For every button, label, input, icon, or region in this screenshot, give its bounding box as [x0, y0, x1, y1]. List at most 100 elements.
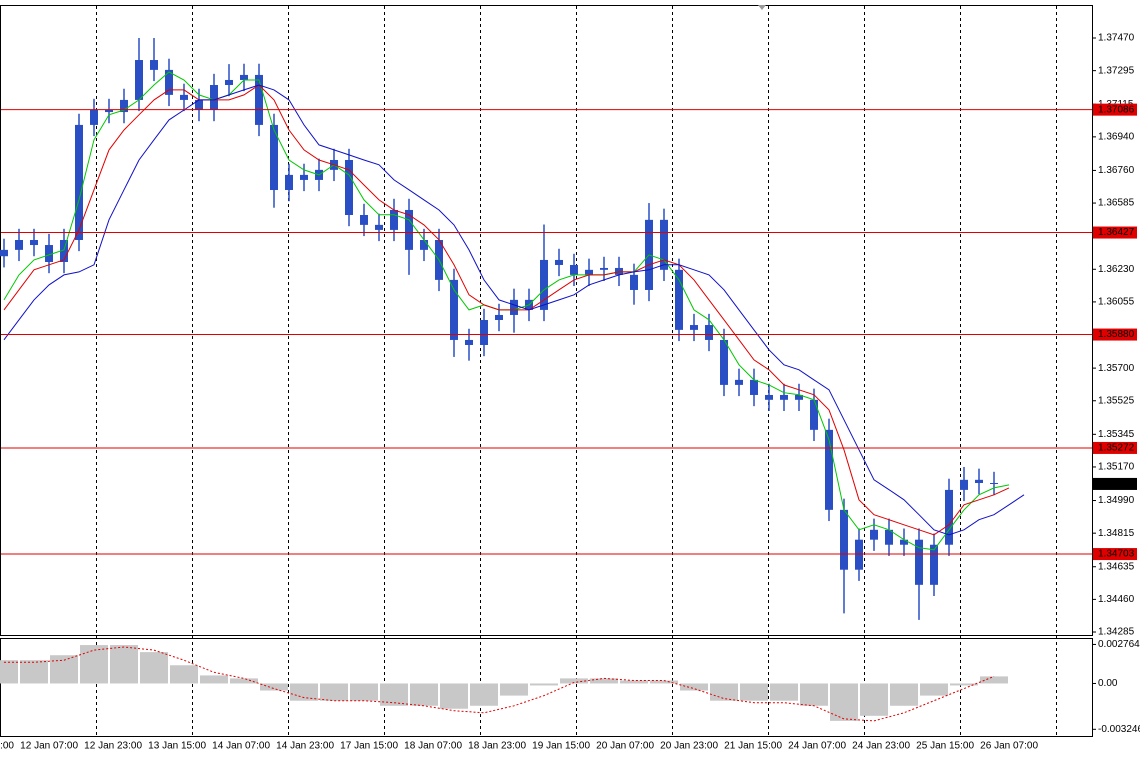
x-tick-label: 21 Jan 15:00	[724, 741, 782, 752]
candle-body	[825, 429, 833, 510]
candle-body	[855, 539, 863, 570]
candle-body	[810, 399, 818, 430]
x-tick-label: 26 Jan 07:00	[980, 741, 1038, 752]
y-tick-label: 1.36585	[1098, 198, 1135, 209]
level-label-box	[1093, 226, 1137, 239]
indicator-panel	[0, 638, 1093, 737]
histogram-bar	[470, 683, 498, 706]
candle-body	[495, 314, 503, 320]
current-price-box	[1093, 477, 1137, 490]
candle-body	[630, 274, 638, 290]
level-label-box	[1093, 441, 1137, 454]
histogram-bar	[800, 683, 828, 706]
x-tick-label: 20 Jan 23:00	[660, 741, 718, 752]
candle-body	[690, 325, 698, 330]
y-tick-label: 1.34635	[1098, 561, 1135, 572]
histogram-bar	[980, 676, 1008, 684]
candle-body	[660, 219, 668, 270]
histogram-bar	[20, 660, 48, 684]
histogram-bar	[830, 683, 858, 721]
level-label-box	[1093, 103, 1137, 116]
candle-body	[555, 259, 563, 265]
candle-body	[465, 339, 473, 345]
candle-body	[720, 339, 728, 385]
level-label: 1.35272	[1098, 443, 1135, 454]
level-label-box	[1093, 548, 1137, 561]
candle-body	[90, 110, 98, 125]
histogram-bar	[530, 683, 558, 686]
histogram-bar	[350, 683, 378, 701]
x-tick-label: 13 Jan 15:00	[148, 741, 206, 752]
y-tick-label: 0.00	[1098, 678, 1118, 689]
level-label: 1.37086	[1098, 104, 1135, 115]
candle-body	[195, 99, 203, 110]
histogram-bar	[740, 683, 768, 701]
candle-body	[345, 159, 353, 215]
histogram-bar	[590, 678, 618, 684]
histogram-bar	[170, 665, 198, 684]
x-tick-label: 14 Jan 07:00	[212, 741, 270, 752]
candle-body	[150, 60, 158, 70]
histogram-bar	[440, 683, 468, 709]
histogram-bar	[320, 683, 348, 701]
histogram-bar	[290, 683, 318, 701]
moving-average	[3, 84, 1025, 536]
histogram-bar	[260, 683, 288, 691]
level-label: 1.36427	[1098, 227, 1135, 238]
candle-body	[375, 224, 383, 230]
histogram-bar	[410, 683, 438, 706]
candle-body	[270, 124, 278, 191]
y-tick-label: 1.35345	[1098, 429, 1135, 440]
y-tick-label: 1.34285	[1098, 627, 1135, 638]
candle-body	[15, 239, 23, 250]
x-tick-label: 12 Jan 23:00	[84, 741, 142, 752]
x-tick-label: 17 Jan 15:00	[340, 741, 398, 752]
x-tick-label: 18 Jan 07:00	[404, 741, 462, 752]
candle-body	[750, 379, 758, 395]
y-tick-label: 1.36760	[1098, 165, 1135, 176]
histogram-bar	[380, 683, 408, 706]
histogram-bar	[500, 683, 528, 696]
x-tick-label: 14 Jan 23:00	[276, 741, 334, 752]
candle-body	[165, 69, 173, 95]
y-tick-label: 1.37295	[1098, 65, 1135, 76]
y-tick-label: 1.34990	[1098, 495, 1135, 506]
histogram-bar	[0, 660, 18, 684]
x-tick-label: 24 Jan 07:00	[788, 741, 846, 752]
candle-body	[405, 209, 413, 250]
histogram-bar	[140, 652, 168, 684]
candle-body	[30, 239, 38, 246]
histogram-bar	[560, 678, 588, 684]
y-tick-label: 1.37470	[1098, 33, 1135, 44]
candle-body	[780, 394, 788, 400]
histogram-bar	[80, 645, 108, 684]
candle-body	[960, 479, 968, 490]
histogram-bar	[50, 655, 78, 684]
y-tick-label: -0.003246	[1098, 724, 1140, 735]
x-tick-label: 25 Jan 15:00	[916, 741, 974, 752]
candle-body	[75, 124, 83, 240]
y-tick-label: 1.36940	[1098, 131, 1135, 142]
histogram-bar	[680, 683, 708, 691]
level-label: 1.35880	[1098, 329, 1135, 340]
candle-body	[240, 74, 248, 80]
moving-average	[3, 84, 1010, 536]
signal-line	[4, 646, 995, 722]
candle-body	[255, 74, 263, 125]
candle-body	[765, 394, 773, 400]
x-tick-label: 24 Jan 23:00	[852, 741, 910, 752]
candle-body	[225, 79, 233, 86]
candle-body	[795, 394, 803, 400]
candle-body	[705, 325, 713, 340]
candle-body	[60, 239, 68, 262]
current-price-label: 1.35079	[1098, 479, 1135, 490]
level-label: 1.34703	[1098, 549, 1135, 560]
candle-body	[285, 174, 293, 191]
candle-body	[180, 94, 188, 100]
candle-body	[390, 209, 398, 230]
y-tick-label: 0.002764	[1098, 639, 1140, 650]
histogram-bar	[950, 683, 978, 686]
candle-body	[540, 259, 548, 310]
